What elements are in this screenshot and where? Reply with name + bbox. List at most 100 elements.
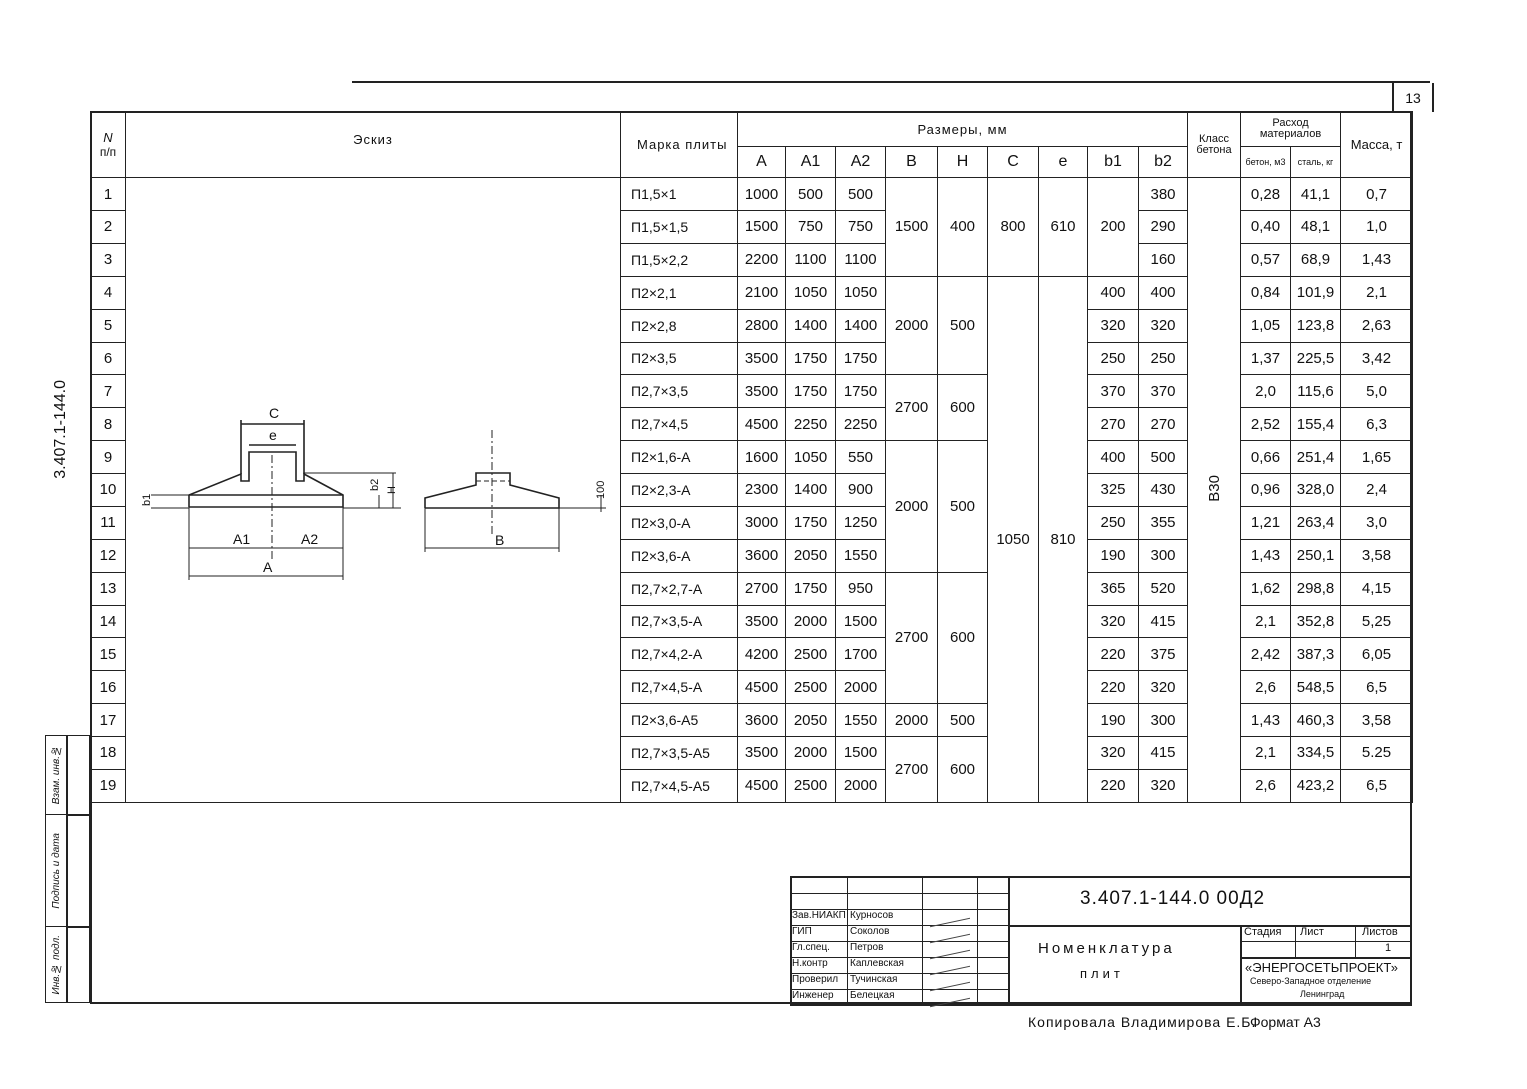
- row-a2: 900: [835, 473, 886, 507]
- row-steel: 263,4: [1289, 505, 1342, 540]
- group-e: 810: [1038, 275, 1088, 804]
- row-b2: 320: [1138, 308, 1188, 343]
- header-col-A1: A1: [785, 146, 836, 179]
- row-number: 12: [90, 538, 126, 573]
- title-block-line: [1295, 925, 1296, 957]
- person-name: Соколов: [850, 926, 890, 937]
- plate-sketch: C e b1 b2 H A1 A2 A B 100: [141, 405, 607, 581]
- row-a2: 1500: [835, 604, 886, 639]
- row-b1: 250: [1087, 341, 1139, 376]
- row-a: 3500: [737, 604, 786, 639]
- row-concrete: 1,05: [1240, 308, 1291, 343]
- header-col-b1: b1: [1087, 146, 1139, 179]
- organization-city: Ленинград: [1300, 989, 1345, 999]
- row-concrete: 0,96: [1240, 473, 1291, 507]
- group-h: 500: [937, 703, 988, 738]
- row-concrete: 0,57: [1240, 242, 1291, 277]
- row-a2: 1400: [835, 308, 886, 343]
- row-a2: 1500: [835, 736, 886, 770]
- group-h: 600: [937, 571, 988, 705]
- group-b: 2700: [885, 736, 938, 803]
- row-number: 5: [90, 308, 126, 343]
- header-col-A: A: [737, 146, 786, 179]
- top-border-line: [352, 81, 1430, 83]
- row-number: 7: [90, 374, 126, 409]
- row-mark: П2×3,0-А: [620, 505, 738, 540]
- row-b1: 220: [1087, 637, 1139, 672]
- row-mass: 6,5: [1340, 670, 1414, 705]
- row-a: 1600: [737, 440, 786, 475]
- title-block-line: [790, 1004, 1412, 1006]
- title-block-line: [847, 876, 848, 1005]
- row-concrete: 2,6: [1240, 670, 1291, 705]
- row-a2: 500: [835, 177, 886, 212]
- row-b1: 250: [1087, 505, 1139, 540]
- row-mark: П2,7×4,2-А: [620, 637, 738, 672]
- row-mark: П2,7×4,5-А: [620, 670, 738, 705]
- group-h: 500: [937, 440, 988, 573]
- row-steel: 250,1: [1289, 538, 1342, 573]
- row-b1: 370: [1087, 374, 1139, 409]
- table-row: 17 П2×3,6-А5 3600 2050 1550 2000 500 190 300 1,43…: [90, 703, 1414, 738]
- row-mark: П2,7×3,5: [620, 374, 738, 409]
- row-concrete: 0,84: [1240, 275, 1291, 310]
- row-number: 1: [90, 177, 126, 212]
- row-b2: 415: [1138, 604, 1188, 639]
- row-a2: 2000: [835, 768, 886, 804]
- row-concrete: 2,42: [1240, 637, 1291, 672]
- copied-by: Копировала Владимирова Е.Б.: [1028, 1014, 1257, 1030]
- row-a: 4500: [737, 407, 786, 442]
- row-a1: 2500: [785, 637, 836, 672]
- row-b1: 325: [1087, 473, 1139, 507]
- table-row: 11 П2×3,0-А 3000 1750 1250 250 355 1,21 263,4 3,0: [90, 505, 1414, 540]
- group-b: 1500: [885, 177, 938, 277]
- row-a1: 2500: [785, 768, 836, 804]
- row-b2: 320: [1138, 768, 1188, 804]
- row-mass: 3,58: [1340, 538, 1414, 573]
- group-c: 800: [987, 177, 1039, 277]
- row-b2: 300: [1138, 703, 1188, 738]
- row-mass: 3,42: [1340, 341, 1414, 376]
- row-b1: 220: [1087, 670, 1139, 705]
- title-block-line: [790, 941, 1008, 942]
- row-b1: 220: [1087, 768, 1139, 804]
- table-row: 12 П2×3,6-А 3600 2050 1550 190 300 1,43 250,1 3,5…: [90, 538, 1414, 573]
- row-mass: 1,65: [1340, 440, 1414, 475]
- table-row: 3 П1,5×2,2 2200 1100 1100 160 0,57 68,9 1,43: [90, 242, 1414, 277]
- label-a1: A1: [233, 531, 250, 547]
- side-view: [424, 430, 606, 553]
- row-number: 18: [90, 736, 126, 770]
- row-mark: П2,7×4,5: [620, 407, 738, 442]
- row-a2: 550: [835, 440, 886, 475]
- title-line-1: Номенклатура: [1038, 940, 1175, 957]
- header-col-e: e: [1038, 146, 1088, 179]
- row-number: 8: [90, 407, 126, 442]
- title-block-line: [790, 893, 1008, 894]
- header-consumption: Расход материалов: [1239, 110, 1342, 148]
- row-a2: 950: [835, 571, 886, 606]
- stage-label: Стадия: [1244, 926, 1282, 938]
- row-number: 15: [90, 637, 126, 672]
- document-number: 3.407.1-144.0 00Д2: [1080, 888, 1266, 909]
- title-block-line: [790, 925, 1008, 926]
- row-steel: 298,8: [1289, 571, 1342, 606]
- row-a: 3000: [737, 505, 786, 540]
- row-mark: П2×2,1: [620, 275, 738, 310]
- title-block-line: [922, 876, 923, 1005]
- label-100: 100: [595, 481, 607, 499]
- table-row: 16 П2,7×4,5-А 4500 2500 2000 220 320 2,6 548,5 6,…: [90, 670, 1414, 705]
- row-steel: 48,1: [1289, 210, 1342, 244]
- row-a2: 1100: [835, 242, 886, 277]
- label-e: e: [269, 427, 277, 443]
- header-mass: Масса, т: [1340, 110, 1414, 179]
- header-sketch: Эскиз: [125, 110, 621, 179]
- label-a2: A2: [301, 531, 318, 547]
- front-view: [151, 420, 401, 581]
- approval-stamp-strip: Взам. инв.№ Подпись и дата Инв.№ подл.: [45, 735, 90, 1003]
- row-a2: 1750: [835, 341, 886, 376]
- row-mass: 1,0: [1340, 210, 1414, 244]
- row-b2: 380: [1138, 177, 1188, 212]
- row-steel: 334,5: [1289, 736, 1342, 770]
